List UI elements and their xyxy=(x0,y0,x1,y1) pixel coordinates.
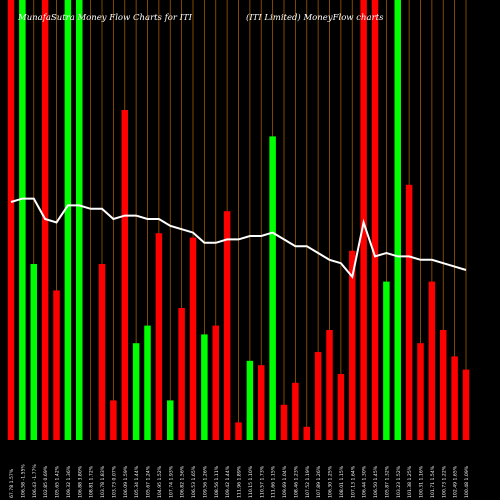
chart-title-left: MunafaSutra Money Flow Charts for ITI xyxy=(17,13,193,23)
x-tick-label: 107.89 1.26% xyxy=(316,465,322,498)
money-flow-bar xyxy=(405,184,413,440)
money-flow-bar xyxy=(201,334,208,440)
money-flow-bar xyxy=(98,264,106,440)
money-flow-bar xyxy=(167,400,174,440)
money-flow-bar xyxy=(314,352,322,440)
x-tick-label: 106.09 1.59% xyxy=(123,465,129,498)
x-tick-label: 105.65 1.42% xyxy=(55,465,61,498)
x-tick-label: 105.87 1.32% xyxy=(384,465,390,498)
money-flow-bar xyxy=(428,281,436,440)
x-tick-label: 107.13 1.64% xyxy=(350,465,356,498)
x-tick-label: 106.53 1.65% xyxy=(191,465,197,498)
x-tick-label: 102.85 0.69% xyxy=(43,465,49,498)
money-flow-bar xyxy=(246,360,254,440)
money-flow-bar xyxy=(19,0,26,440)
money-flow-bar xyxy=(30,264,37,440)
x-tick-label: 106.50 1.45% xyxy=(373,465,379,498)
money-flow-bar xyxy=(417,343,424,440)
x-tick-label: 108.46 1.23% xyxy=(293,465,299,498)
money-flow-bar xyxy=(189,237,197,440)
x-tick-label: 110.57 1.73% xyxy=(259,465,265,498)
x-tick-label: 103.23 1.52% xyxy=(396,465,402,498)
x-tick-label: 101.38 1.25% xyxy=(407,465,413,498)
money-flow-line xyxy=(10,197,467,280)
x-tick-label: 108.81 1.72% xyxy=(89,465,95,498)
money-flow-bar xyxy=(337,374,345,440)
x-tick-label: 108.56 1.11% xyxy=(214,465,220,498)
money-flow-bar xyxy=(53,290,60,440)
x-tick-label: 107.74 1.93% xyxy=(168,465,174,498)
x-tick-label: 110.15 1.10% xyxy=(248,465,254,498)
money-flow-bar xyxy=(440,330,447,440)
chart-title-right: (ITI Limited) MoneyFlow charts xyxy=(246,12,384,23)
money-flow-bar xyxy=(280,404,288,440)
money-flow-bar xyxy=(155,233,163,440)
money-flow-bar xyxy=(451,356,458,440)
money-flow-bar xyxy=(132,343,140,440)
x-tick-label: 111.96 1.89% xyxy=(237,465,243,498)
x-tick-label: 106.82 1.56% xyxy=(180,465,186,498)
x-tick-label: 109.69 1.04% xyxy=(282,465,288,498)
money-flow-bar xyxy=(144,325,151,440)
money-flow-bar xyxy=(178,308,185,440)
x-tick-label: 106.43 -1.77% xyxy=(32,464,38,498)
money-flow-bar xyxy=(269,136,276,440)
x-tick-label: 100.48 1.09% xyxy=(464,465,470,498)
x-tick-label: 109.42 1.44% xyxy=(225,465,231,498)
x-tick-label: 106.30 1.25% xyxy=(328,465,334,498)
x-tick-label: 67.78 1.57% xyxy=(9,468,15,498)
x-tick-labels: 67.78 1.57% 106.58 -1.55% 106.43 -1.77% 102… xyxy=(9,464,470,498)
x-tick-label: 108.01 1.15% xyxy=(339,465,345,498)
x-tick-label: 101.71 1.54% xyxy=(430,465,436,498)
money-flow-bar xyxy=(349,250,356,440)
money-flow-bar xyxy=(110,400,117,440)
x-tick-label: 111.66 1.15% xyxy=(271,465,277,498)
x-tick-label: 106.88 3.80% xyxy=(77,465,83,498)
money-flow-bar xyxy=(121,110,128,440)
x-tick-label: 106.44 1.30% xyxy=(362,465,368,498)
x-tick-label: 106.58 -1.55% xyxy=(20,464,26,498)
money-flow-bar xyxy=(235,422,242,440)
x-tick-label: 100.73 1.22% xyxy=(441,465,447,498)
x-tick-label: 103.78 1.83% xyxy=(100,465,106,498)
money-flow-bar xyxy=(64,0,72,440)
money-flow-bar xyxy=(292,382,299,440)
x-tick-label: 105.34 1.44% xyxy=(134,465,140,498)
x-tick-label: 103.73 0.07% xyxy=(111,465,117,498)
money-flow-bar xyxy=(383,281,390,440)
money-flow-bar xyxy=(212,325,219,440)
money-flow-bar xyxy=(76,0,83,440)
money-flow-bar xyxy=(371,0,379,440)
x-tick-label: 104.95 1.52% xyxy=(157,465,163,498)
money-flow-bar xyxy=(258,365,265,440)
x-tick-label: 109.32 1.36% xyxy=(66,465,72,498)
x-tick-label: 100.31 1.16% xyxy=(419,465,425,498)
x-tick-label: 107.52 1.19% xyxy=(305,465,311,498)
money-flow-bar xyxy=(303,426,310,440)
x-tick-label: 109.56 1.26% xyxy=(202,465,208,498)
money-flow-bar xyxy=(394,0,401,440)
money-flow-bar xyxy=(326,330,333,440)
money-flow-bar xyxy=(7,0,15,440)
x-tick-label: 105.67 1.24% xyxy=(146,465,152,498)
money-flow-bar xyxy=(223,211,231,440)
money-flow-bar xyxy=(462,369,470,440)
x-tick-label: 102.49 1.65% xyxy=(453,465,459,498)
